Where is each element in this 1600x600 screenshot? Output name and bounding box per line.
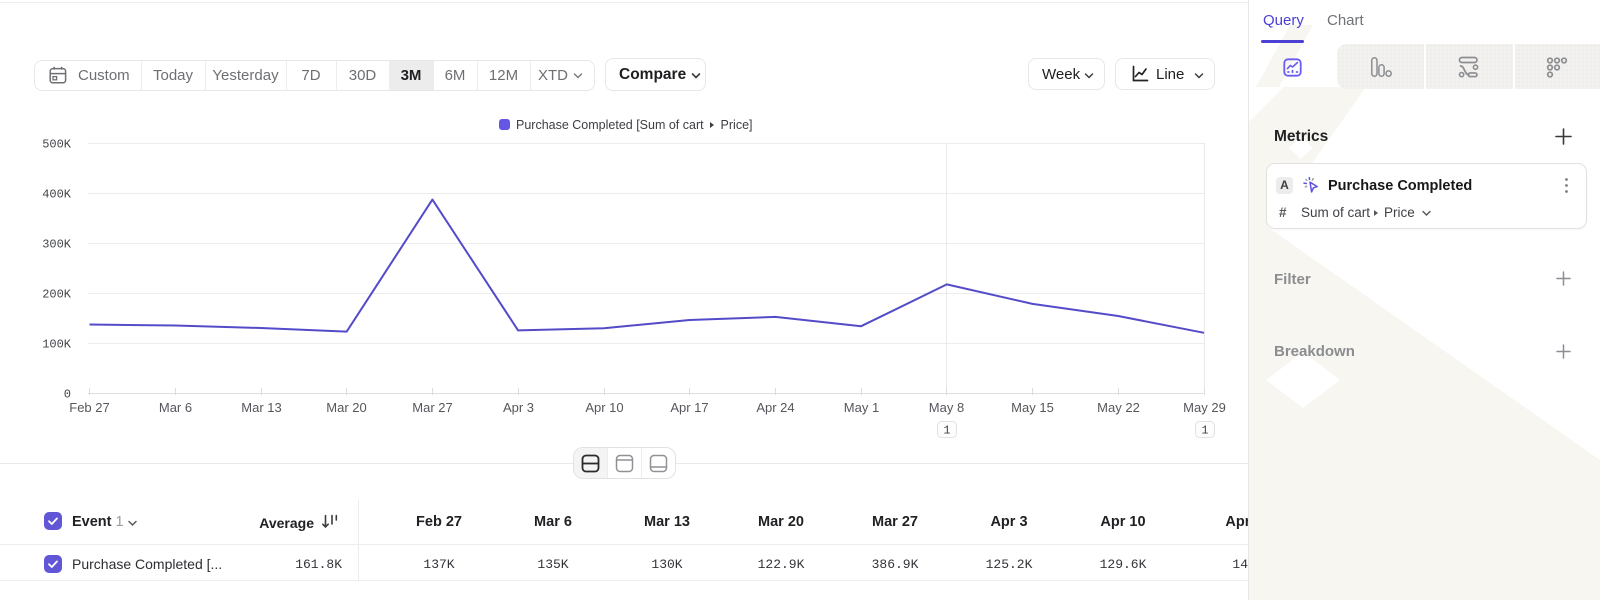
- svg-text:200K: 200K: [42, 288, 72, 302]
- svg-text:Apr 3: Apr 3: [503, 400, 534, 415]
- svg-text:0: 0: [64, 388, 71, 402]
- svg-text:Apr 17: Apr 17: [670, 400, 708, 415]
- svg-text:Apr 24: Apr 24: [756, 400, 794, 415]
- svg-text:Feb 27: Feb 27: [69, 400, 109, 415]
- svg-text:Apr 10: Apr 10: [585, 400, 623, 415]
- svg-text:Mar 20: Mar 20: [326, 400, 366, 415]
- svg-text:Mar 27: Mar 27: [412, 400, 452, 415]
- svg-text:1: 1: [1202, 425, 1209, 438]
- svg-text:500K: 500K: [42, 138, 72, 152]
- svg-text:May 22: May 22: [1097, 400, 1140, 415]
- svg-text:May 1: May 1: [844, 400, 879, 415]
- svg-text:May 8: May 8: [929, 400, 964, 415]
- svg-text:400K: 400K: [42, 188, 72, 202]
- svg-text:300K: 300K: [42, 238, 72, 252]
- svg-text:1: 1: [944, 425, 951, 438]
- svg-text:100K: 100K: [42, 338, 72, 352]
- svg-text:Mar 13: Mar 13: [241, 400, 281, 415]
- svg-text:May 29: May 29: [1183, 400, 1226, 415]
- svg-text:May 15: May 15: [1011, 400, 1054, 415]
- svg-text:Mar 6: Mar 6: [159, 400, 192, 415]
